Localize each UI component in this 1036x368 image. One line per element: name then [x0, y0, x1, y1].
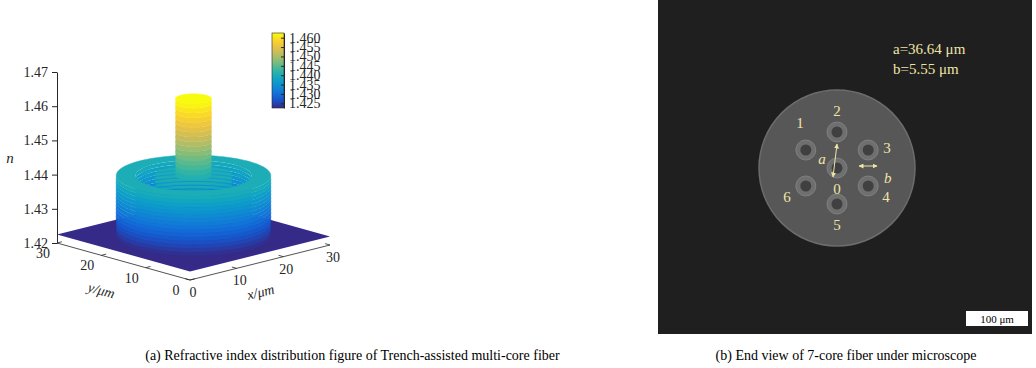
core-label: 0 [833, 181, 841, 197]
z-tick: 1.42 [24, 236, 58, 251]
colorbar-tick-mark [281, 38, 284, 39]
colorbar: 1.4251.4301.4351.4401.4451.4501.4551.460 [272, 31, 321, 112]
x-tick-mark [325, 244, 330, 245]
core [863, 181, 874, 192]
z-tick-mark [52, 106, 57, 107]
colorbar-axis: 1.4251.4301.4351.4401.4451.4501.4551.460 [281, 31, 321, 112]
arrow-label: b [884, 170, 892, 186]
core [800, 181, 811, 192]
core-top [176, 94, 212, 103]
colorbar-tick-mark [281, 85, 284, 86]
x-tick-label: 20 [279, 262, 293, 277]
z-tick-mark [52, 243, 57, 244]
y-tick-mark [190, 279, 195, 280]
microscope-image: 0 1 2 3 4 5 6 a b a=36.64 μm b=5.55 μm 100 μm [658, 0, 1032, 334]
core-ring [858, 176, 878, 196]
colorbar-tick-mark [281, 75, 284, 76]
core-label: 2 [833, 103, 841, 119]
y-tick-mark [101, 254, 106, 255]
x-tick-mark [279, 255, 284, 256]
z-tick-mark [52, 175, 57, 176]
z-axis: 1.42 1.43 1.44 1.45 1.46 1.47 [24, 65, 58, 251]
z-tick: 1.44 [24, 168, 58, 183]
core [863, 145, 874, 156]
colorbar-tick-mark [281, 47, 284, 48]
figure: 010203001020301.421.431.441.451.461.47x/… [0, 0, 1036, 368]
core [832, 199, 843, 210]
x-tick-mark [232, 267, 237, 268]
core-ring [796, 176, 816, 196]
diameter-arrow [859, 166, 877, 167]
core-ring [827, 122, 847, 142]
core-ring [858, 140, 878, 160]
colorbar-tick-mark [281, 66, 284, 67]
colorbar-tick-mark [281, 56, 284, 57]
x-tick-label: 30 [326, 250, 340, 265]
y-tick-label: 10 [125, 271, 139, 286]
z-tick-label: 1.47 [24, 65, 49, 80]
z-tick: 1.47 [24, 65, 58, 80]
z-tick: 1.45 [24, 133, 58, 148]
z-tick: 1.46 [24, 99, 58, 114]
scale-bar [966, 311, 1028, 326]
colorbar-bar [272, 33, 284, 108]
z-tick: 1.43 [24, 202, 58, 217]
y-tick-label: 0 [173, 283, 180, 298]
wall-band [176, 94, 212, 108]
core-ring [827, 158, 847, 178]
z-axis-title: n [6, 150, 14, 166]
core [800, 145, 811, 156]
fiber-cladding [759, 90, 915, 246]
z-tick-mark [52, 72, 57, 73]
z-axis-line [57, 73, 58, 244]
image-background [658, 0, 1032, 334]
core-ring [796, 140, 816, 160]
arrow-label: a [818, 151, 826, 167]
z-tick-label: 1.46 [24, 99, 49, 114]
colorbar-axis-line [284, 34, 285, 109]
z-tick-label: 1.45 [24, 133, 49, 148]
colorbar-tick-mark [281, 103, 284, 104]
x-axis-line [190, 245, 330, 280]
axes: 010203001020301.421.431.441.451.461.47x/… [6, 65, 340, 303]
core-ring [827, 194, 847, 214]
y-axis-line [57, 243, 190, 280]
measurement: a=36.64 μm [893, 41, 966, 57]
pitch-arrow [833, 144, 837, 177]
x-tick-label: 0 [190, 285, 197, 300]
core-label: 3 [883, 140, 891, 156]
colorbar-tick: 1.460 [281, 31, 321, 46]
core-label: 5 [833, 217, 841, 233]
core [832, 127, 843, 138]
z-tick-mark [52, 209, 57, 210]
x-tick-label: 10 [233, 273, 247, 288]
z-tick-label: 1.44 [24, 168, 49, 183]
z-tick-label: 1.43 [24, 202, 49, 217]
core-label: 1 [796, 115, 804, 131]
core-label: 6 [783, 189, 791, 205]
x-axis-title: x/μm [245, 282, 276, 303]
caption-b: (b) End view of 7-core fiber under micro… [716, 348, 977, 364]
caption-a: (a) Refractive index distribution figure… [145, 348, 560, 364]
plot-area [57, 94, 330, 272]
colorbar-tick-label: 1.460 [289, 31, 321, 46]
scale-bar-label: 100 μm [980, 313, 1014, 325]
y-tick-label: 20 [80, 258, 94, 273]
y-axis-title: y/μm [84, 279, 116, 301]
measurement: b=5.55 μm [893, 61, 959, 77]
z-tick-mark [52, 140, 57, 141]
colorbar-tick-mark [281, 94, 284, 95]
y-tick-mark [146, 266, 151, 267]
x-tick-mark [185, 279, 190, 280]
core-label: 4 [882, 189, 890, 205]
z-tick-label: 1.42 [24, 236, 49, 251]
